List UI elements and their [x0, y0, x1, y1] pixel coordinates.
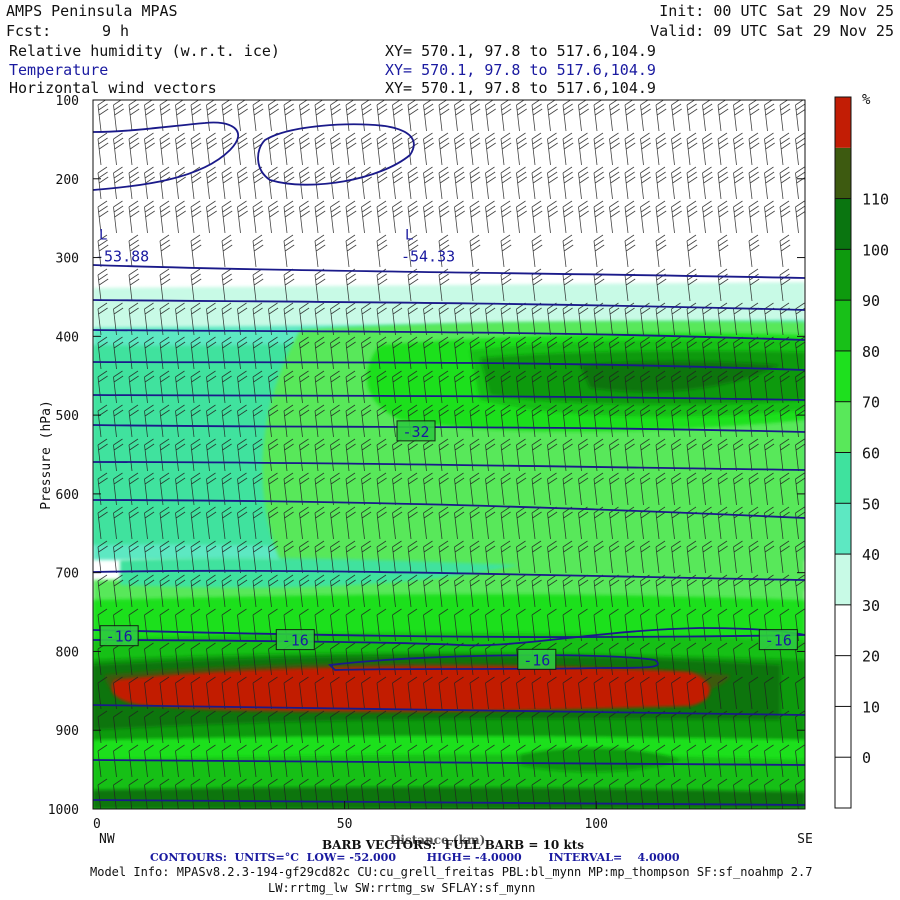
field-xy-wind: XY= 570.1, 97.8 to 517.6,104.9 [385, 79, 656, 97]
contour-label: -32 [402, 423, 429, 441]
y-tick-label: 700 [56, 567, 79, 582]
colorbar-segment [835, 401, 851, 453]
colorbar-segment [835, 452, 851, 504]
colorbar-tick-label: 110 [862, 191, 889, 209]
temperature-contour [93, 627, 805, 647]
barb-note: BARB VECTORS: FULL BARB = 10 kts [322, 838, 585, 852]
temperature-contour [93, 704, 805, 716]
y-tick-label: 1000 [48, 803, 79, 818]
colorbar-tick-label: 30 [862, 597, 880, 615]
colorbar-tick-label: 70 [862, 394, 880, 412]
y-tick-label: 800 [56, 645, 79, 660]
wind-barbs [97, 100, 805, 809]
contour-label-box [517, 648, 557, 670]
temperature-contour [93, 499, 805, 519]
low-marker: L [405, 228, 413, 244]
temperature-contour [93, 759, 805, 766]
plot-frame [92, 99, 806, 810]
distance-label: Distance (km) [390, 833, 486, 847]
contour-label-layer: -16 -16 -16 -16 -32 L -53.88 L -54.33 [95, 228, 798, 670]
temperature-contour [328, 654, 659, 671]
y-axis-label: Pressure (hPa) [39, 400, 54, 510]
colorbar: 0 10 20 30 40 50 60 70 80 90 100 110% [834, 92, 889, 809]
temperature-contour [257, 123, 415, 186]
x-tick-label: 100 [584, 817, 607, 832]
x-end-label-right: SE [797, 832, 813, 847]
colorbar-tick-label: 20 [862, 648, 880, 666]
temperature-contour [93, 394, 805, 401]
contour-label-box [99, 625, 139, 647]
low-value: -53.88 [95, 248, 149, 266]
temperature-contour [93, 299, 805, 311]
contour-label: -16 [765, 632, 792, 650]
colorbar-tick-label: 50 [862, 495, 880, 513]
temperature-contour [93, 799, 805, 806]
y-tick-label: 500 [56, 409, 79, 424]
contour-label-box [396, 420, 436, 442]
colorbar-unit: % [862, 92, 871, 108]
contour-label-box [275, 629, 315, 651]
colorbar-tick-label: 40 [862, 546, 880, 564]
low-value: -54.33 [401, 248, 455, 266]
init-time: Init: 00 UTC Sat 29 Nov 25 [659, 2, 894, 20]
colorbar-tick-label: 60 [862, 445, 880, 463]
x-tick-label: 50 [337, 817, 353, 832]
colorbar-tick-label: 10 [862, 698, 880, 716]
contour-label: -16 [282, 632, 309, 650]
y-tick-label: 400 [56, 330, 79, 345]
y-tick-label: 100 [56, 94, 79, 109]
rh-region [520, 748, 680, 772]
model-info: Model Info: MPASv8.2.3-194-gf29cd82c CU:… [90, 865, 813, 879]
contour-label: -16 [106, 628, 133, 646]
colorbar-segment [835, 554, 851, 605]
field-name-rh: Relative humidity (w.r.t. ice) [9, 42, 280, 60]
y-tick-label: 600 [56, 488, 79, 503]
contour-label-box [758, 629, 798, 651]
field-xy-rh: XY= 570.1, 97.8 to 517.6,104.9 [385, 42, 656, 60]
y-tick-label: 300 [56, 252, 79, 267]
field-name-temperature: Temperature [9, 61, 109, 79]
wind-barb-layer [97, 100, 805, 809]
colorbar-segment [835, 350, 851, 402]
field-name-wind: Horizontal wind vectors [9, 79, 217, 97]
rh-region [120, 557, 520, 588]
contour-info: CONTOURS: UNITS=°C LOW= -52.000 HIGH= -4… [150, 851, 680, 864]
temperature-contour [93, 361, 805, 371]
temperature-contour [93, 264, 805, 279]
rh-region [93, 787, 805, 809]
temperature-contour [93, 329, 805, 341]
colorbar-segment [835, 503, 851, 555]
y-tick-label: 900 [56, 724, 79, 739]
x-end-label-left: NW [99, 832, 115, 847]
colorbar-segment [835, 198, 851, 250]
x-tick-label: 0 [93, 817, 101, 832]
temperature-contour [93, 569, 805, 581]
colorbar-tick-label: 100 [862, 241, 889, 259]
contour-label: -16 [523, 651, 550, 669]
field-xy-temperature: XY= 570.1, 97.8 to 517.6,104.9 [385, 61, 656, 79]
colorbar-segment [835, 147, 851, 199]
temperature-contour [93, 629, 805, 638]
forecast-label: Fcst: [6, 22, 52, 40]
model-info-2: LW:rrtmg_lw SW:rrtmg_sw SFLAY:sf_mynn [268, 881, 536, 895]
colorbar-tick-label: 90 [862, 292, 880, 310]
y-tick-label: 200 [56, 173, 79, 188]
colorbar-segment [835, 300, 851, 351]
colorbar-segment [835, 249, 851, 301]
colorbar-tick-label: 0 [862, 749, 871, 767]
colorbar-tick-label: 80 [862, 343, 880, 361]
forecast-value: 9 h [102, 22, 130, 40]
rh-fill-layer [93, 282, 805, 809]
temperature-contour [93, 461, 805, 471]
axis-layer: 100 200 300 400 500 600 700 800 900 1000 0 50 100 NW S… [48, 94, 813, 847]
colorbar-segment [835, 97, 851, 148]
low-marker: L [99, 228, 107, 244]
temperature-contour [93, 121, 239, 191]
model-title: AMPS Peninsula MPAS [6, 2, 178, 20]
valid-time: Valid: 09 UTC Sat 29 Nov 25 [650, 22, 894, 40]
